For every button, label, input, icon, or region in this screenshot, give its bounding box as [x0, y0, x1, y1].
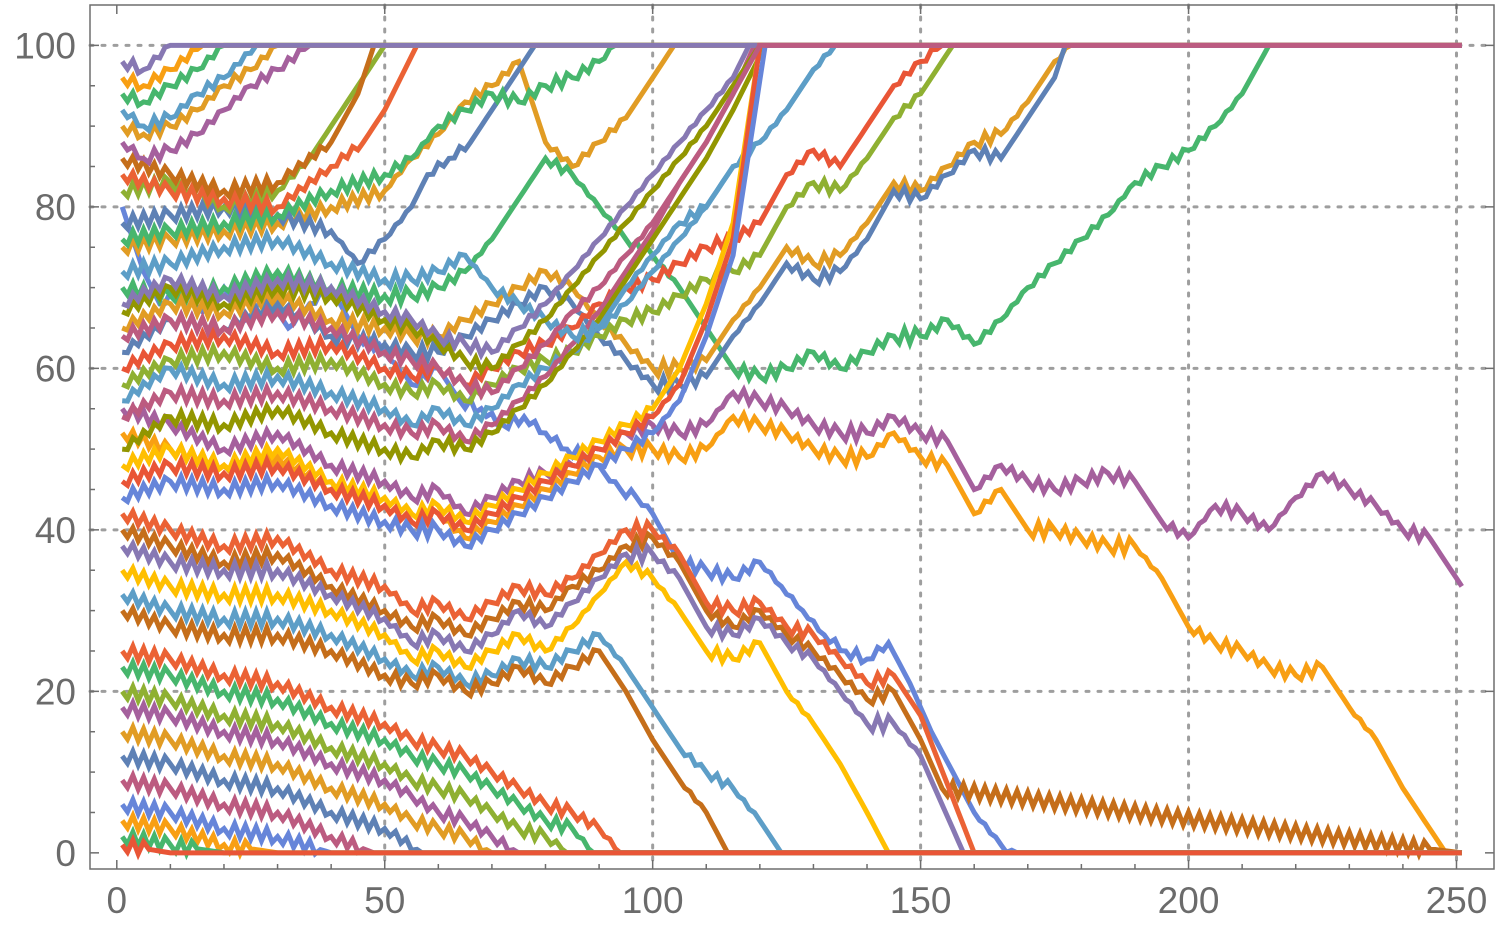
series-line-12: [120, 505, 1462, 856]
axis-ticks: [90, 5, 1494, 869]
x-tick-label: 200: [1158, 880, 1220, 921]
series-line-39: [120, 42, 1462, 93]
plot-frame: [89, 4, 1495, 870]
series-line-38: [120, 42, 1462, 109]
series-line-32: [120, 42, 1462, 216]
x-axis: 0 50 100 150 200 250: [107, 880, 1488, 921]
y-tick-label: 60: [35, 348, 76, 389]
series-line-27: [120, 833, 1462, 861]
series-line-33: [120, 42, 1462, 218]
y-tick-label: 100: [14, 25, 76, 66]
series-line-31: [120, 42, 1462, 250]
x-tick-label: 150: [890, 880, 952, 921]
y-tick-label: 0: [55, 833, 76, 874]
series-line-1: [120, 384, 1464, 588]
x-tick-label: 50: [364, 880, 405, 921]
x-tick-label: 100: [622, 880, 684, 921]
series-line-30: [120, 42, 1462, 267]
x-tick-label: 250: [1426, 880, 1488, 921]
y-tick-label: 80: [35, 187, 76, 228]
y-tick-label: 40: [35, 510, 76, 551]
series-group: [119, 42, 1464, 861]
y-axis: 0 20 40 60 80 100: [14, 25, 76, 873]
y-tick-label: 20: [35, 671, 76, 712]
x-tick-label: 0: [107, 880, 128, 921]
series-line-11: [120, 522, 1463, 861]
series-line-46: [120, 42, 1462, 402]
